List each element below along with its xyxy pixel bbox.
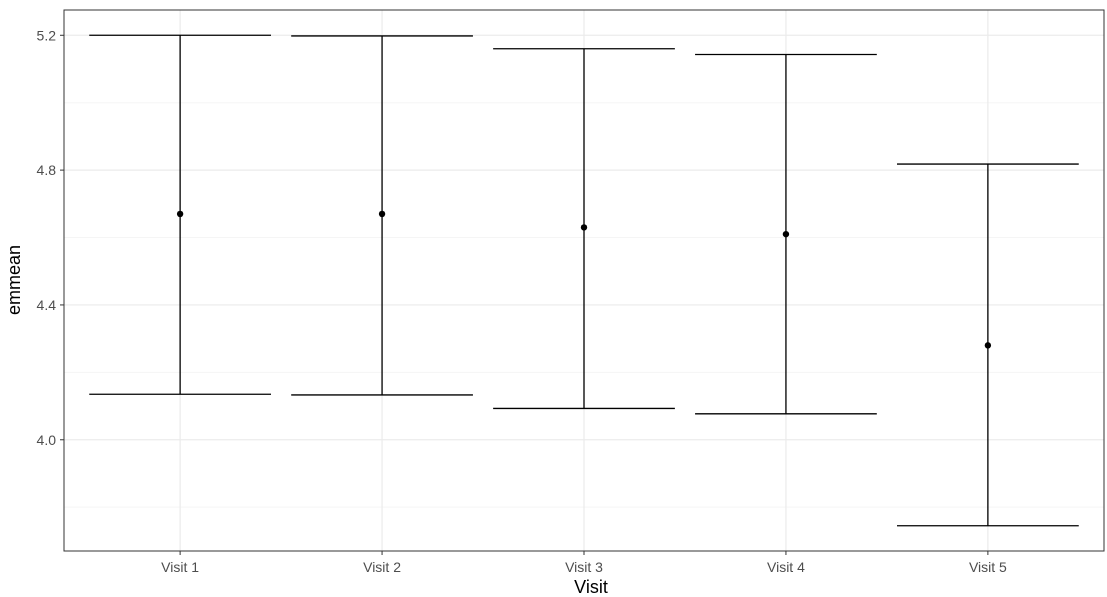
- errorbar-5: [897, 163, 1079, 527]
- y-tick-label: 5.2: [37, 27, 57, 43]
- y-tick-label: 4.4: [37, 297, 57, 313]
- x-axis-title: Visit: [574, 577, 608, 597]
- errorbar-2: [291, 35, 473, 396]
- y-tick-label: 4.0: [37, 432, 57, 448]
- x-tick-label: Visit 1: [161, 559, 199, 575]
- emmean-point: [984, 342, 992, 349]
- x-tick-label: Visit 2: [363, 559, 401, 575]
- emmean-point: [378, 210, 386, 218]
- chart-marks: [89, 34, 1079, 527]
- y-tick-label: 4.8: [37, 162, 57, 178]
- emmean-point: [176, 210, 184, 218]
- x-tick-label: Visit 3: [565, 559, 603, 575]
- y-axis-title: emmean: [4, 245, 24, 315]
- emmean-point: [580, 224, 588, 231]
- errorbar-4: [695, 53, 877, 415]
- axes: 4.0 4.4 4.8 5.2 Visit 1 Visit 2 Visit 3 Visit 4…: [37, 27, 1007, 575]
- errorbar-1: [89, 34, 271, 395]
- errorbar-3: [493, 48, 675, 410]
- emmean-point: [782, 230, 790, 238]
- x-tick-label: Visit 5: [969, 559, 1007, 575]
- x-tick-label: Visit 4: [767, 559, 805, 575]
